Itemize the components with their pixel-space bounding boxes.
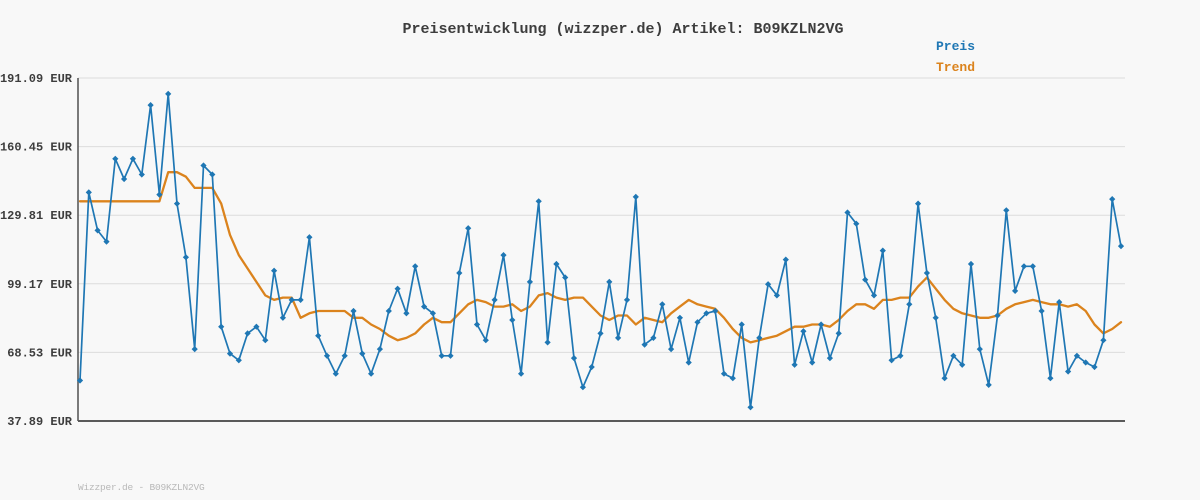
chart-title: Preisentwicklung (wizzper.de) Artikel: B…: [402, 21, 844, 38]
legend-trend-label: Trend: [935, 60, 975, 75]
y-axis-tick-label: 191.09 EUR: [0, 72, 73, 86]
y-axis-tick-label: 129.81 EUR: [0, 209, 73, 223]
y-axis-tick-label: 160.45 EUR: [0, 141, 73, 155]
watermark-text: Wizzper.de - B09KZLN2VG: [78, 482, 205, 493]
price-point-markers: [76, 90, 1125, 411]
y-axis-tick-label: 37.89 EUR: [7, 415, 73, 429]
y-axis-tick-label: 99.17 EUR: [7, 278, 73, 292]
legend-preis-label: Preis: [935, 39, 975, 54]
trend-line: [78, 171, 1123, 344]
y-axis-tick-label: 68.53 EUR: [7, 346, 73, 360]
